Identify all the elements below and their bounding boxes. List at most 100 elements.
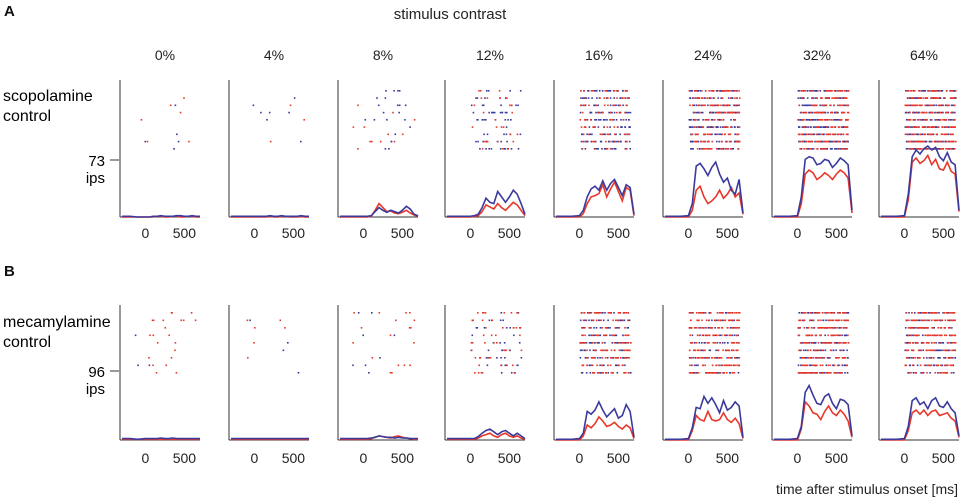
raster-dot-control bbox=[487, 357, 490, 359]
raster-dot-control bbox=[624, 126, 626, 128]
raster-dot-drug bbox=[704, 119, 706, 121]
raster-dot-control bbox=[940, 349, 943, 352]
raster-dot-drug bbox=[717, 319, 719, 322]
raster-dot-control bbox=[937, 119, 939, 121]
raster-dot-drug bbox=[605, 327, 608, 329]
raster-dot-drug bbox=[809, 148, 811, 150]
raster-dot-control bbox=[806, 104, 808, 107]
raster-dot-drug bbox=[720, 119, 722, 121]
raster-dot-drug bbox=[823, 342, 825, 344]
raster-dot-drug bbox=[704, 140, 706, 143]
raster-dot-control bbox=[807, 148, 810, 150]
raster-dot-drug bbox=[834, 126, 836, 128]
raster-dot-control bbox=[600, 140, 603, 143]
raster-dot-drug bbox=[519, 327, 521, 329]
drug-label-a: scopolamine bbox=[3, 88, 93, 105]
raster-dot-drug bbox=[810, 140, 813, 143]
raster-dot-drug bbox=[606, 126, 609, 128]
raster-dot-drug bbox=[953, 104, 956, 107]
raster-dot-drug bbox=[616, 319, 619, 322]
raster-dot-drug bbox=[600, 319, 602, 322]
raster-dot-drug bbox=[810, 372, 812, 374]
raster-dot-control bbox=[693, 372, 695, 374]
raster-dot-drug bbox=[623, 334, 625, 337]
raster-dot-control bbox=[612, 90, 615, 92]
raster-dot-control bbox=[722, 104, 724, 107]
raster-dot-drug bbox=[826, 312, 829, 314]
spike-raster bbox=[904, 312, 957, 374]
raster-dot-drug bbox=[694, 140, 696, 143]
raster-dot-drug bbox=[182, 319, 185, 322]
raster-dot-drug bbox=[847, 319, 849, 322]
raster-dot-control bbox=[615, 104, 617, 107]
raster-dot-control bbox=[604, 148, 607, 150]
subplot-a-7: 32%0 500 bbox=[771, 47, 853, 241]
raster-dot-drug bbox=[696, 319, 698, 322]
raster-dot-control bbox=[835, 148, 838, 150]
raster-dot-drug bbox=[952, 334, 954, 337]
raster-dot-drug bbox=[695, 342, 698, 344]
raster-dot-drug bbox=[809, 140, 811, 143]
raster-dot-drug bbox=[917, 357, 920, 359]
raster-dot-control bbox=[947, 133, 950, 136]
series-line-drug bbox=[774, 169, 853, 218]
raster-dot-control bbox=[688, 119, 691, 121]
series-line-control bbox=[340, 205, 419, 218]
raster-dot-drug bbox=[733, 364, 735, 367]
raster-dot-control bbox=[814, 126, 816, 128]
raster-dot-drug bbox=[940, 342, 943, 344]
raster-dot-drug bbox=[929, 104, 932, 107]
raster-dot-drug bbox=[831, 319, 833, 322]
raster-dot-control bbox=[595, 111, 597, 114]
raster-dot-control bbox=[699, 148, 701, 150]
raster-dot-drug bbox=[183, 97, 185, 99]
raster-dot-drug bbox=[625, 372, 627, 374]
raster-dot-control bbox=[812, 349, 815, 352]
subplot-b-7: 0 500 bbox=[771, 305, 853, 466]
raster-dot-drug bbox=[480, 97, 483, 99]
raster-dot-control bbox=[949, 319, 951, 322]
raster-dot-drug bbox=[627, 342, 630, 344]
raster-dot-control bbox=[806, 90, 809, 92]
raster-dot-drug bbox=[591, 372, 594, 374]
raster-dot-drug bbox=[474, 357, 477, 359]
raster-dot-drug bbox=[495, 126, 498, 128]
raster-dot-control bbox=[714, 334, 717, 337]
raster-dot-drug bbox=[916, 104, 919, 107]
raster-dot-drug bbox=[911, 133, 913, 136]
raster-dot-drug bbox=[584, 119, 587, 121]
raster-dot-drug bbox=[847, 90, 850, 92]
raster-dot-drug bbox=[798, 334, 800, 337]
raster-dot-drug bbox=[947, 357, 950, 359]
raster-dot-control bbox=[726, 140, 728, 143]
raster-dot-drug bbox=[698, 104, 700, 107]
raster-dot-drug bbox=[509, 133, 512, 136]
raster-dot-drug bbox=[502, 148, 504, 150]
raster-dot-drug bbox=[819, 140, 821, 143]
raster-dot-control bbox=[500, 140, 502, 143]
raster-dot-drug bbox=[612, 372, 614, 374]
raster-dot-control bbox=[579, 357, 582, 359]
raster-dot-control bbox=[797, 97, 800, 99]
raster-dot-drug bbox=[932, 357, 935, 359]
raster-dot-drug bbox=[701, 319, 703, 322]
raster-dot-drug bbox=[950, 372, 953, 374]
raster-dot-control bbox=[720, 133, 722, 136]
raster-dot-control bbox=[839, 140, 841, 143]
x-tick-label: 0 bbox=[901, 450, 909, 466]
series-line-drug bbox=[881, 408, 960, 441]
raster-dot-drug bbox=[825, 104, 828, 107]
raster-dot-drug bbox=[719, 319, 721, 322]
raster-dot-drug bbox=[731, 349, 734, 352]
raster-dot-drug bbox=[505, 349, 507, 352]
raster-dot-control bbox=[807, 104, 809, 107]
raster-dot-drug bbox=[814, 334, 817, 337]
raster-dot-control bbox=[805, 119, 808, 121]
raster-dot-control bbox=[821, 342, 823, 344]
raster-dot-control bbox=[908, 364, 911, 367]
raster-dot-drug bbox=[510, 312, 513, 314]
raster-dot-drug bbox=[941, 319, 943, 322]
raster-dot-drug bbox=[827, 140, 829, 143]
raster-dot-drug bbox=[947, 111, 949, 114]
raster-dot-control bbox=[820, 111, 823, 114]
